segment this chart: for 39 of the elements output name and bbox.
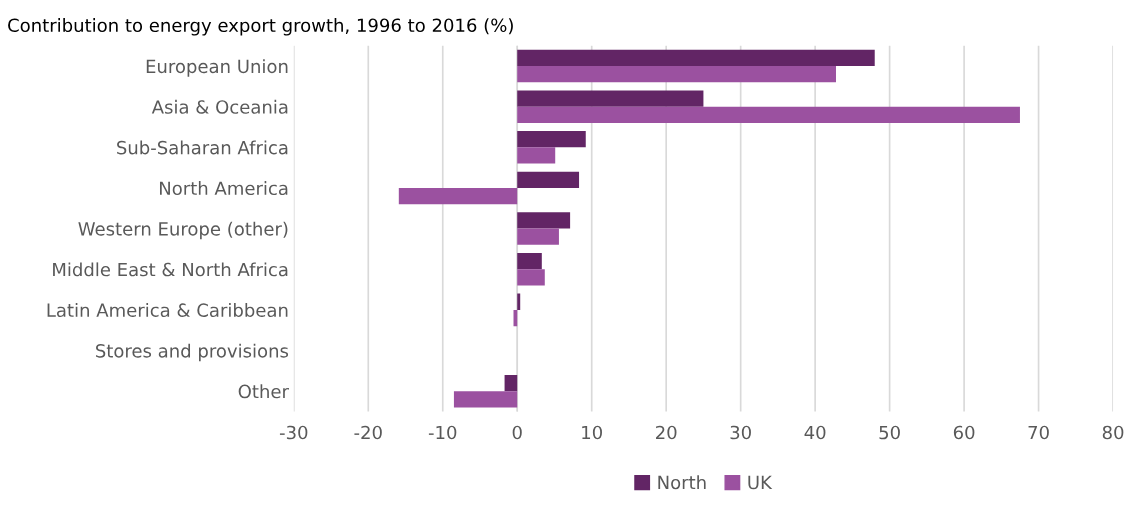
y-tick-label: European Union (146, 59, 288, 77)
x-tick-label: 10 (582, 425, 602, 440)
bar (517, 293, 521, 310)
y-tick-label: Western Europe (other) (78, 221, 288, 240)
bar (398, 187, 518, 205)
x-tick-label: -30 (279, 425, 308, 440)
x-tick-label: 0 (512, 425, 522, 440)
x-tick-label: -20 (354, 425, 382, 440)
bar (504, 374, 518, 392)
x-tick-label: -10 (428, 425, 457, 440)
y-tick-label: North America (159, 181, 288, 196)
legend-label: UK (748, 475, 773, 490)
y-tick-label: Asia & Oceania (151, 99, 288, 114)
bar (517, 90, 704, 107)
bar (517, 49, 875, 67)
y-tick-label: Sub-Saharan Africa (117, 140, 288, 155)
bar (517, 66, 836, 83)
bar (517, 212, 571, 229)
y-tick-label: Stores and provisions (96, 343, 289, 362)
y-tick-label: Middle East & North Africa (53, 262, 288, 277)
x-tick-label: 80 (1102, 425, 1124, 440)
y-tick-label: Other (238, 384, 289, 399)
bar (453, 391, 518, 408)
bar (517, 269, 545, 286)
bar (517, 228, 559, 245)
x-tick-label: 20 (656, 425, 677, 440)
legend-label: North (658, 475, 706, 490)
x-tick-label: 60 (953, 425, 975, 440)
bar (517, 106, 1020, 123)
x-tick-label: 40 (804, 425, 826, 440)
x-tick-label: 30 (730, 425, 751, 440)
chart-title: Contribution to energy export growth, 1996 to 2016 (%) (8, 18, 513, 36)
bar (517, 147, 556, 164)
bar (517, 131, 586, 148)
y-tick-label: Latin America & Caribbean (47, 303, 288, 317)
x-tick-label: 70 (1028, 425, 1049, 440)
bar (517, 252, 542, 270)
x-tick-label: 50 (879, 425, 900, 440)
bar (517, 171, 580, 188)
